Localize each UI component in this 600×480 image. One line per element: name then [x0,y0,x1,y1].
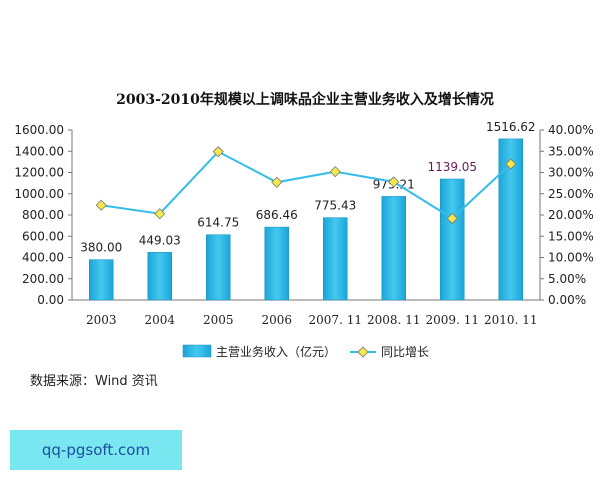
y-left-tick-label: 1600.00 [14,123,64,137]
y-right-tick-label: 0.00% [548,293,586,307]
legend-line-marker [357,346,369,358]
bar [323,217,348,301]
bar-value-label: 1139.05 [427,160,477,174]
y-left-tick-label: 200.00 [22,272,64,286]
growth-marker [212,146,224,158]
y-right-tick-label: 15.00% [548,229,594,243]
bar [147,252,172,301]
x-tick-label: 2004 [144,313,175,327]
bar-value-label: 686.46 [256,208,298,222]
bar-value-label: 380.00 [80,241,122,255]
bar [440,178,465,301]
bar [381,196,406,301]
growth-marker [446,212,458,224]
growth-line [101,150,512,220]
growth-marker [505,158,517,170]
y-right-tick-label: 25.00% [548,187,594,201]
x-tick-label: 2010. 11 [484,313,537,327]
bar-value-label: 449.03 [139,233,181,247]
y-right-tick-label: 20.00% [548,208,594,222]
y-left-tick-label: 400.00 [22,251,64,265]
x-tick-label: 2008. 11 [367,313,420,327]
growth-marker [329,166,341,178]
watermark: qq-pgsoft.com [10,430,182,470]
growth-marker [388,176,400,188]
y-left-tick-label: 1200.00 [14,166,64,180]
x-tick-label: 2003 [86,313,117,327]
y-right-tick-label: 30.00% [548,166,594,180]
chart-title: 2003-2010年规模以上调味品企业主营业务收入及增长情况 [116,91,494,108]
growth-marker [271,176,283,188]
x-tick-label: 2009. 11 [426,313,479,327]
y-left-tick-label: 800.00 [22,208,64,222]
y-right-tick-label: 5.00% [548,272,586,286]
bar [89,259,114,301]
bar-series: 380.00449.03614.75686.46775.43975.211139… [80,120,536,301]
plot-area: 0.00 200.00 400.00 600.00 800.00 1000.00 1200.… [14,120,593,327]
legend-bar-swatch [182,344,212,358]
x-tick-label: 2005 [203,313,234,327]
bar [206,234,231,301]
y-left-tick-label: 1400.00 [14,144,64,158]
y-left-tick-label: 600.00 [22,229,64,243]
x-tick-label: 2006 [261,313,292,327]
legend-line-label: 同比增长 [381,345,429,359]
y-left-tick-label: 0.00 [37,293,64,307]
y-left-tick-label: 1000.00 [14,187,64,201]
growth-marker [154,208,166,220]
legend: 主营业务收入（亿元） 同比增长 [182,344,429,359]
bar-value-label: 775.43 [314,199,356,213]
bar [264,226,289,301]
x-tick-label: 2007. 11 [309,313,362,327]
bar-value-label: 1516.62 [486,120,536,134]
bar-value-label: 614.75 [197,216,239,230]
legend-bar-label: 主营业务收入（亿元） [216,344,336,359]
source-note: 数据来源：Wind 资讯 [30,374,158,389]
growth-marker [95,199,107,211]
line-series [95,146,517,224]
y-right-tick-label: 40.00% [548,123,594,137]
y-right-tick-label: 35.00% [548,144,594,158]
y-right-tick-label: 10.00% [548,251,594,265]
